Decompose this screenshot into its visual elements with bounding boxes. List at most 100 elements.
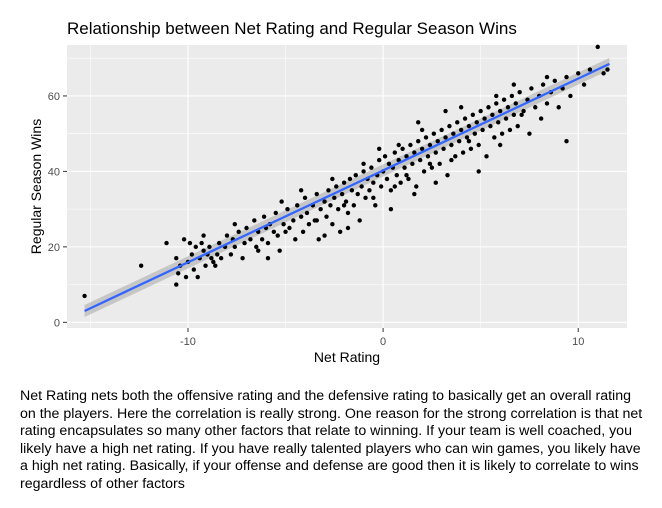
data-point [419,127,425,133]
data-point [488,123,493,129]
data-point [201,248,206,253]
y-axis-title: Regular Season Wins [28,119,44,254]
data-point [213,263,218,268]
data-point [496,120,501,125]
data-point [601,71,606,76]
data-point [564,139,569,144]
y-tick-label: 40 [48,166,60,178]
data-point [447,123,452,129]
data-point [437,161,442,167]
data-point [412,191,417,197]
data-point [417,157,423,163]
data-point [433,180,438,185]
data-point [174,255,179,261]
data-point [386,161,392,167]
data-point [343,199,349,204]
data-point [232,222,238,227]
data-point [462,116,468,121]
data-point [322,233,327,238]
data-point [445,172,450,178]
data-point [468,146,474,151]
data-point [293,237,298,242]
data-point [443,108,448,114]
data-point [195,274,200,280]
data-point [345,225,351,231]
data-point [378,184,384,189]
data-point [439,127,444,133]
data-point [371,195,376,201]
data-point [306,222,312,227]
data-point [484,154,489,159]
data-point [314,191,319,197]
data-point [423,135,429,140]
data-point [449,142,454,148]
data-point [466,123,472,129]
data-point [337,229,343,234]
data-point [384,176,390,182]
data-point [347,176,353,182]
scatter-chart: Relationship between Net Rating and Regu… [28,19,627,365]
grid-lines [67,45,627,328]
data-point [480,127,485,133]
data-point [285,206,290,212]
data-point [499,131,505,136]
data-point [544,101,550,106]
data-point [242,240,247,246]
data-point [183,274,189,280]
data-point [298,188,304,193]
data-point [431,131,437,136]
data-point [533,105,538,110]
data-point [341,203,347,208]
data-point [505,105,511,110]
data-point [330,222,335,227]
data-point [576,71,581,76]
data-point [271,229,277,234]
data-point [244,225,249,231]
data-point [373,203,378,208]
data-point [568,93,573,99]
data-point [174,282,179,287]
data-point [396,142,401,148]
data-point [304,210,310,216]
data-point [400,146,405,151]
data-point [476,142,481,148]
data-point [332,195,337,201]
data-point [464,135,470,140]
data-point [490,112,495,118]
data-point [216,240,222,246]
data-point [328,203,333,208]
data-point [314,218,319,223]
data-point [497,142,503,148]
data-point [507,127,513,133]
data-point [203,263,208,268]
data-point [283,229,288,234]
data-point [474,120,479,125]
data-point [478,108,483,114]
data-point [517,89,522,95]
data-point [433,150,438,155]
data-point [351,203,357,208]
data-point [515,123,520,129]
data-point [330,176,335,182]
data-point [408,142,413,148]
data-point [265,240,271,246]
data-point [398,180,403,185]
data-point [228,252,234,257]
y-tick-label: 20 [48,242,60,254]
data-point [503,116,509,121]
data-point [316,237,321,242]
data-point [240,255,245,261]
data-point [295,203,300,208]
data-point [382,154,388,159]
data-point [466,139,472,144]
data-point [540,82,546,87]
data-point [181,237,187,242]
data-point [519,112,524,118]
data-point [259,237,265,242]
data-point [224,233,230,238]
data-point [261,214,267,219]
data-point [349,188,355,193]
data-point [455,120,460,125]
data-point [218,255,224,261]
data-point [441,146,446,151]
